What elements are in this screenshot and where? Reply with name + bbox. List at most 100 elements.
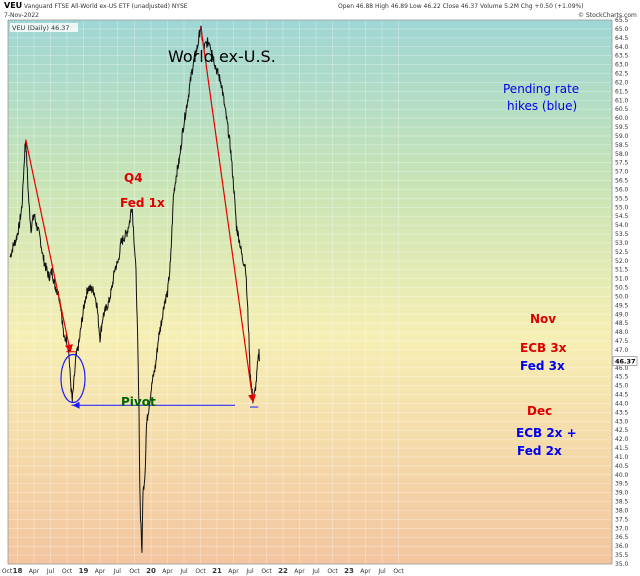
y-tick-label: 63.0 xyxy=(615,62,629,69)
x-tick-label: Oct xyxy=(129,568,140,575)
y-tick-label: 51.5 xyxy=(615,267,629,274)
y-tick-label: 38.0 xyxy=(615,507,629,514)
y-tick-label: 58.5 xyxy=(615,142,629,149)
x-tick-label: Oct xyxy=(261,568,272,575)
annotation-10: Dec xyxy=(527,404,552,418)
y-tick-label: 40.0 xyxy=(615,472,629,479)
x-tick-label: Jul xyxy=(377,568,386,575)
y-tick-label: 53.0 xyxy=(615,240,629,247)
arrow-decline-2018 xyxy=(25,139,73,353)
annotation-2: Q4 xyxy=(124,171,143,185)
y-tick-label: 44.5 xyxy=(615,392,629,399)
x-tick-label: Oct xyxy=(393,568,404,575)
annotation-shapes xyxy=(25,27,259,409)
y-tick-label: 62.5 xyxy=(615,71,629,78)
y-tick-label: 59.0 xyxy=(615,133,629,140)
y-tick-label: 65.0 xyxy=(615,26,629,33)
y-tick-label: 38.5 xyxy=(615,499,629,506)
y-tick-label: 35.0 xyxy=(615,561,629,568)
arrow-decline-2022 xyxy=(200,27,256,403)
y-tick-label: 47.5 xyxy=(615,338,629,345)
y-tick-label: 51.0 xyxy=(615,276,629,283)
y-tick-label: 50.5 xyxy=(615,285,629,292)
x-tick-label: Jul xyxy=(245,568,254,575)
y-tick-label: 61.0 xyxy=(615,97,629,104)
y-tick-label: 37.0 xyxy=(615,525,629,532)
x-tick-label: 19 xyxy=(79,567,89,575)
y-tick-label: 37.5 xyxy=(615,516,629,523)
price-line-veu xyxy=(9,25,261,553)
x-tick-label: Apr xyxy=(29,568,40,575)
y-tick-label: 41.0 xyxy=(615,454,629,461)
y-tick-label: 40.5 xyxy=(615,463,629,470)
y-tick-label: 48.5 xyxy=(615,320,629,327)
y-tick-label: 55.0 xyxy=(615,204,629,211)
x-tick-label: 22 xyxy=(278,567,288,575)
source-label: © StockCharts.com xyxy=(578,12,637,19)
annotation-11: ECB 2x + xyxy=(516,426,577,440)
y-tick-label: 49.5 xyxy=(615,302,629,309)
annotation-texts: World ex-U.S. Q4 Fed 1x Pivot Pending rate hi… xyxy=(120,47,579,458)
y-tick-label: 60.0 xyxy=(615,115,629,122)
y-tick-label: 57.5 xyxy=(615,160,629,167)
y-tick-label: 58.0 xyxy=(615,151,629,158)
y-tick-label: 64.0 xyxy=(615,44,629,51)
x-tick-label: Oct xyxy=(62,568,73,575)
y-tick-label: 43.0 xyxy=(615,418,629,425)
annotation-9: Fed 3x xyxy=(520,359,565,373)
plot-background xyxy=(8,20,612,564)
plot-frame xyxy=(7,19,613,565)
x-tick-label: Apr xyxy=(162,568,173,575)
y-tick-label: 54.0 xyxy=(615,222,629,229)
annotation-12: Fed 2x xyxy=(517,444,562,458)
ticker-symbol: VEU xyxy=(4,1,23,10)
y-axis: 35.0 35.5 36.0 36.5 37.0 37.5 38.038.5 39.0 39.5… xyxy=(615,17,629,568)
x-tick-label: Jul xyxy=(311,568,320,575)
x-tick-label: 21 xyxy=(212,567,222,575)
x-tick-label: Oct xyxy=(2,568,13,575)
y-tick-label: 45.0 xyxy=(615,383,629,390)
ohlc-readout: Open 46.88 High 46.89 Low 46.22 Close 46… xyxy=(338,3,584,10)
y-tick-label: 63.5 xyxy=(615,53,629,60)
chart-header: VEU Vanguard FTSE All-World ex-US ETF (u… xyxy=(0,0,640,20)
y-tick-label: 55.5 xyxy=(615,195,629,202)
y-tick-label: 54.5 xyxy=(615,213,629,220)
grid-vertical xyxy=(17,20,399,564)
ticker-description: Vanguard FTSE All-World ex-US ETF (unadj… xyxy=(24,3,188,10)
y-tick-label: 56.0 xyxy=(615,186,629,193)
y-tick-label: 64.5 xyxy=(615,35,629,42)
annotation-1: World ex-U.S. xyxy=(168,47,276,66)
last-value-label: 46.37 xyxy=(615,358,636,366)
y-tick-label: 46.0 xyxy=(615,365,629,372)
y-tick-label: 45.5 xyxy=(615,374,629,381)
y-tick-label: 44.0 xyxy=(615,400,629,407)
x-tick-label: Oct xyxy=(327,568,338,575)
x-tick-label: Jul xyxy=(113,568,122,575)
pivot-circle xyxy=(60,353,86,404)
y-tick-label: 43.5 xyxy=(615,409,629,416)
x-tick-label: Oct xyxy=(195,568,206,575)
x-tick-label: Jul xyxy=(179,568,188,575)
y-tick-label: 42.5 xyxy=(615,427,629,434)
x-tick-label: 18 xyxy=(13,567,23,575)
x-tick-label: Jul xyxy=(46,568,55,575)
pivot-arrowhead xyxy=(72,401,80,409)
y-tick-label: 36.0 xyxy=(615,543,629,550)
annotation-3: Fed 1x xyxy=(120,196,165,210)
y-tick-label: 52.5 xyxy=(615,249,629,256)
y-tick-label: 52.0 xyxy=(615,258,629,265)
legend-label: VEU (Daily) 46.37 xyxy=(12,24,70,32)
y-tick-label: 35.5 xyxy=(615,552,629,559)
annotation-5: Pending rate xyxy=(503,82,579,96)
y-tick-label: 39.5 xyxy=(615,481,629,488)
y-tick-label: 57.0 xyxy=(615,169,629,176)
y-tick-label: 65.5 xyxy=(615,17,629,24)
annotation-7: Nov xyxy=(530,312,556,326)
x-tick-label: Apr xyxy=(228,568,239,575)
y-tick-label: 49.0 xyxy=(615,311,629,318)
x-tick-label: Apr xyxy=(360,568,371,575)
y-tick-label: 59.5 xyxy=(615,124,629,131)
y-tick-label: 39.0 xyxy=(615,490,629,497)
chart-date: 7-Nov-2022 xyxy=(4,12,39,19)
